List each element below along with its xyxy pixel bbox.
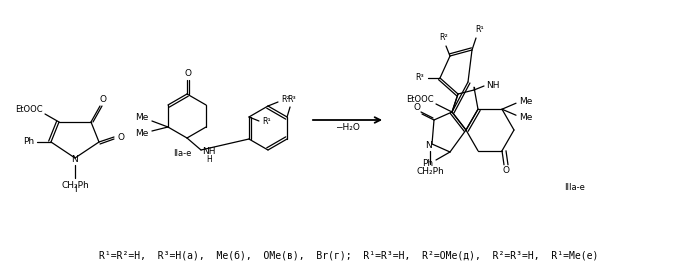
Text: R¹=R²=H,  R³=H(а),  Me(б),  OMe(в),  Br(г);  R¹=R³=H,  R²=OMe(д),  R²=R³=H,  R¹=: R¹=R²=H, R³=H(а), Me(б), OMe(в), Br(г); … — [99, 250, 599, 260]
Text: −H₂O: −H₂O — [334, 124, 359, 132]
Text: N: N — [72, 155, 78, 165]
Text: CH₂Ph: CH₂Ph — [416, 168, 444, 177]
Text: EtOOC: EtOOC — [15, 106, 43, 114]
Text: O: O — [117, 132, 124, 142]
Text: NH: NH — [487, 80, 500, 90]
Text: IIa-e: IIa-e — [173, 150, 191, 158]
Text: R³: R³ — [288, 95, 297, 103]
Text: H: H — [206, 154, 212, 163]
Text: O: O — [100, 95, 107, 103]
Text: I: I — [74, 185, 76, 195]
Text: Me: Me — [519, 97, 533, 106]
Text: O: O — [184, 69, 191, 77]
Text: Ph: Ph — [422, 159, 433, 169]
Text: O: O — [503, 166, 510, 175]
Text: O: O — [413, 103, 420, 113]
Text: Me: Me — [135, 129, 149, 139]
Text: EtOOC: EtOOC — [406, 95, 434, 105]
Text: Ph: Ph — [24, 137, 35, 147]
Text: R³: R³ — [415, 73, 424, 83]
Text: IIIa-e: IIIa-e — [565, 184, 586, 192]
Text: R²: R² — [281, 95, 290, 105]
Text: N: N — [426, 142, 432, 151]
Text: Me: Me — [519, 113, 533, 122]
Text: R²: R² — [440, 34, 448, 43]
Text: NH: NH — [202, 147, 216, 157]
Text: Me: Me — [135, 114, 149, 122]
Text: R¹: R¹ — [475, 25, 484, 35]
Text: CH₂Ph: CH₂Ph — [61, 181, 89, 191]
Text: R¹: R¹ — [262, 117, 272, 126]
